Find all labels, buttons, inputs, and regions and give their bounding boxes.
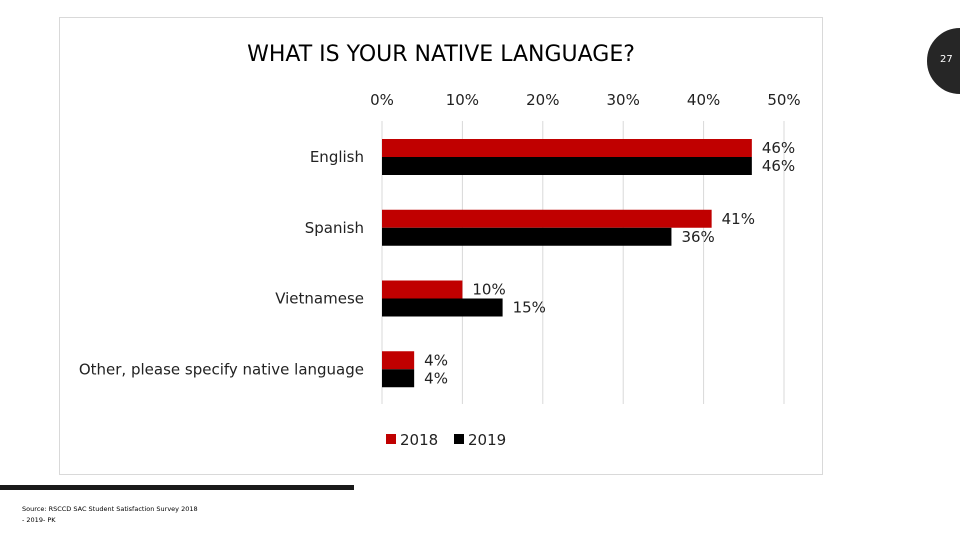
chart-svg: WHAT IS YOUR NATIVE LANGUAGE? 0% 10% 20% 30… [79, 42, 801, 449]
legend-label: 2018 [400, 431, 438, 449]
x-tick-label: 10% [446, 91, 479, 109]
data-label: 4% [424, 351, 448, 369]
chart-frame: WHAT IS YOUR NATIVE LANGUAGE? 0% 10% 20% 30… [59, 17, 823, 475]
category-label: Spanish [305, 219, 364, 237]
x-tick-label: 50% [767, 91, 800, 109]
bar-2018-0 [382, 139, 752, 157]
data-label: 46% [762, 157, 795, 175]
category-label: Vietnamese [275, 290, 364, 308]
data-labels: 46%46% 41% 36% 10% 15% 4%4% [424, 139, 795, 387]
chart-title: WHAT IS YOUR NATIVE LANGUAGE? [247, 42, 635, 67]
data-label: 46% [762, 139, 795, 157]
bar-2019-2 [382, 298, 503, 317]
category-labels: English Spanish Vietnamese Other, please sp… [79, 148, 364, 378]
data-label: 10% [472, 281, 505, 299]
data-label: 4% [424, 369, 448, 387]
page-number: 27 [940, 54, 953, 65]
legend-swatch [386, 434, 396, 444]
x-tick-label: 20% [526, 91, 559, 109]
data-label: 41% [722, 210, 755, 228]
x-tick-label: 40% [687, 91, 720, 109]
category-label: Other, please specify native language [79, 360, 364, 378]
source-line-2: - 2019- PK [22, 516, 56, 524]
bar-2018-2 [382, 280, 463, 299]
legend-label: 2019 [468, 431, 506, 449]
bar-2019-1 [382, 227, 672, 246]
bar-2019-3 [382, 369, 415, 388]
x-tick-labels: 0% 10% 20% 30% 40% 50% [370, 91, 801, 109]
category-label: English [310, 148, 364, 166]
legend-swatch [454, 434, 464, 444]
x-tick-label: 0% [370, 91, 394, 109]
data-label: 36% [681, 228, 714, 246]
bar-2018-3 [382, 351, 415, 370]
x-tick-label: 30% [607, 91, 640, 109]
bar-2019-0 [382, 157, 752, 175]
source-note: Source: RSCCD SAC Student Satisfaction S… [22, 504, 252, 526]
data-label: 15% [513, 299, 546, 317]
source-line-1: Source: RSCCD SAC Student Satisfaction S… [22, 505, 198, 513]
footer-divider [0, 485, 354, 490]
legend: 2018 2019 [386, 431, 506, 449]
bars [382, 139, 752, 388]
bar-2018-1 [382, 209, 712, 228]
